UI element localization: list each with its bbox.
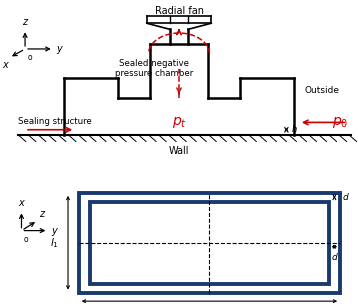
Text: z: z xyxy=(23,17,28,27)
Text: $p_0$: $p_0$ xyxy=(332,115,348,130)
Bar xyxy=(90,202,329,284)
Text: y: y xyxy=(57,44,62,54)
Text: Radial fan: Radial fan xyxy=(155,6,203,16)
Text: x: x xyxy=(19,198,24,208)
Text: o: o xyxy=(23,235,28,244)
Text: x: x xyxy=(2,60,8,70)
Text: d: d xyxy=(332,253,337,262)
Text: Sealing structure: Sealing structure xyxy=(18,117,92,126)
Text: z: z xyxy=(39,210,44,219)
Text: $l_1$: $l_1$ xyxy=(50,236,59,250)
Text: $p_t$: $p_t$ xyxy=(171,115,187,130)
Text: Wall: Wall xyxy=(169,146,189,155)
Text: d: d xyxy=(343,193,349,202)
Text: Sealed negative
pressure chamber: Sealed negative pressure chamber xyxy=(115,59,193,78)
Bar xyxy=(79,193,340,293)
Text: $l_2$: $l_2$ xyxy=(205,304,214,306)
Text: h: h xyxy=(292,125,297,134)
Text: y: y xyxy=(51,226,57,236)
Text: o: o xyxy=(27,53,32,62)
Text: Outside: Outside xyxy=(305,86,340,95)
